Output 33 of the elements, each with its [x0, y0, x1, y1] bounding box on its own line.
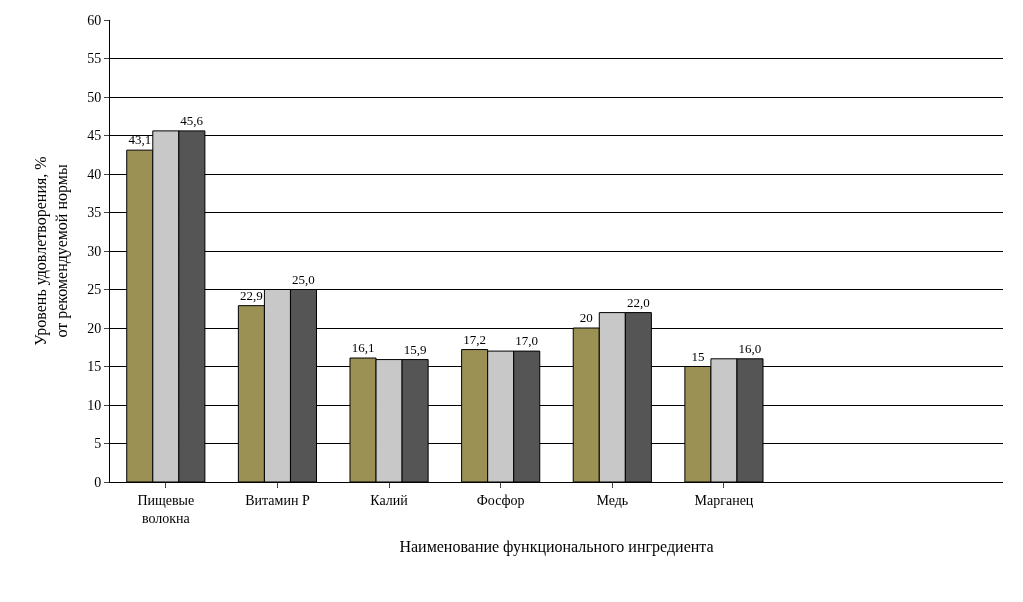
data-label: 15: [691, 348, 705, 364]
y-tick-label: 5: [94, 436, 102, 452]
data-label: 16,0: [738, 340, 762, 356]
data-label: 20: [579, 310, 593, 325]
data-label: 45,6: [180, 112, 204, 128]
x-tick-label: Марганец: [694, 492, 754, 508]
y-tick-label: 15: [87, 359, 102, 375]
data-label: 15,9: [403, 341, 427, 357]
data-label: 22,9: [240, 287, 263, 303]
x-axis-title: Наименование функционального ингредиента: [399, 537, 714, 556]
y-tick-label: 40: [87, 166, 102, 182]
y-tick-label: 10: [87, 397, 102, 413]
y-axis-title: Уровень удовлетворения, % от рекомендуемой нормы: [32, 156, 72, 346]
x-tick-label: Витамин Р: [245, 492, 310, 508]
x-tick-label: Калий: [370, 492, 409, 508]
y-tick-label: 25: [87, 282, 102, 298]
y-tick-label: 45: [87, 128, 102, 144]
data-label: 25,0: [292, 271, 315, 287]
y-tick-label: 35: [87, 205, 102, 221]
x-tick-label: Фосфор: [476, 492, 525, 508]
data-label: 22,0: [626, 294, 650, 310]
data-label: 16,1: [351, 340, 375, 356]
y-tick-label: 55: [87, 51, 102, 67]
y-tick-label: 0: [94, 474, 102, 490]
x-tick-label: Медь: [596, 492, 629, 508]
y-tick-label: 30: [87, 243, 102, 259]
y-tick-label: 60: [87, 12, 102, 28]
data-label: 17,2: [463, 331, 487, 347]
x-tick-label: Пищевые волокна: [137, 492, 195, 526]
data-label: 43,1: [128, 132, 152, 148]
y-tick-label: 20: [87, 320, 102, 336]
data-label: 17,0: [515, 333, 539, 349]
y-tick-label: 50: [87, 89, 102, 105]
